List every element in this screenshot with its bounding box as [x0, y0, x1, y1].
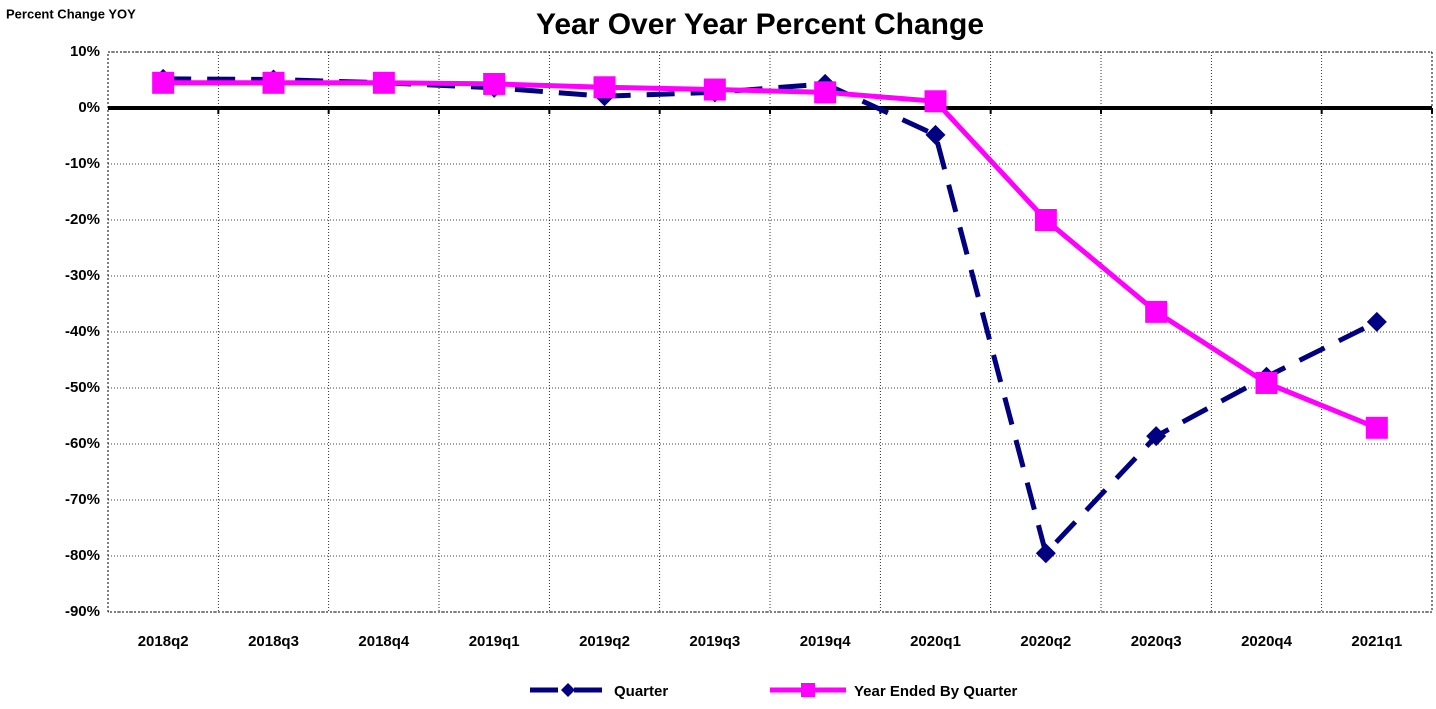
marker [1034, 209, 1057, 231]
x-tick-label: 2020q2 [1020, 633, 1071, 650]
y-tick-label: -20% [65, 211, 100, 228]
marker [593, 76, 616, 99]
y-tick-label: -90% [65, 603, 100, 620]
marker [152, 71, 175, 94]
marker [1365, 416, 1388, 439]
marker [1035, 543, 1056, 564]
marker [703, 78, 726, 101]
x-tick-label: 2019q3 [689, 633, 740, 650]
y-tick-label: 0% [78, 99, 100, 116]
marker [1255, 371, 1278, 394]
marker [561, 683, 575, 697]
y-tick-label: -80% [65, 547, 100, 564]
y-tick-label: -50% [65, 379, 100, 396]
marker [1145, 300, 1168, 323]
marker [483, 72, 506, 95]
legend-label: Year Ended By Quarter [854, 683, 1018, 700]
x-tick-label: 2020q3 [1131, 633, 1182, 650]
y-tick-label: 10% [70, 43, 100, 60]
marker [1366, 311, 1387, 332]
x-tick-label: 2019q1 [469, 633, 520, 650]
series-line [163, 80, 1378, 431]
x-tick-label: 2020q1 [910, 633, 961, 650]
x-tick-label: 2018q2 [138, 633, 189, 650]
marker [372, 71, 395, 94]
x-tick-label: 2020q4 [1241, 633, 1293, 650]
x-tick-label: 2021q1 [1351, 633, 1402, 650]
y-tick-label: -30% [65, 267, 100, 284]
marker [1146, 426, 1167, 447]
legend-label: Quarter [614, 683, 668, 700]
marker [814, 81, 837, 104]
y-tick-label: -70% [65, 491, 100, 508]
y-tick-label: -40% [65, 323, 100, 340]
x-tick-label: 2019q4 [800, 633, 852, 650]
marker [801, 683, 815, 697]
y-tick-label: -10% [65, 155, 100, 172]
x-tick-label: 2018q3 [248, 633, 299, 650]
marker [262, 71, 285, 94]
x-tick-label: 2018q4 [358, 633, 410, 650]
marker [924, 90, 947, 113]
series [152, 71, 1388, 439]
y-axis-label: Percent Change YOY [6, 6, 136, 21]
marker [925, 124, 946, 145]
chart-title: Year Over Year Percent Change [536, 8, 984, 41]
y-tick-label: -60% [65, 435, 100, 452]
x-tick-label: 2019q2 [579, 633, 630, 650]
